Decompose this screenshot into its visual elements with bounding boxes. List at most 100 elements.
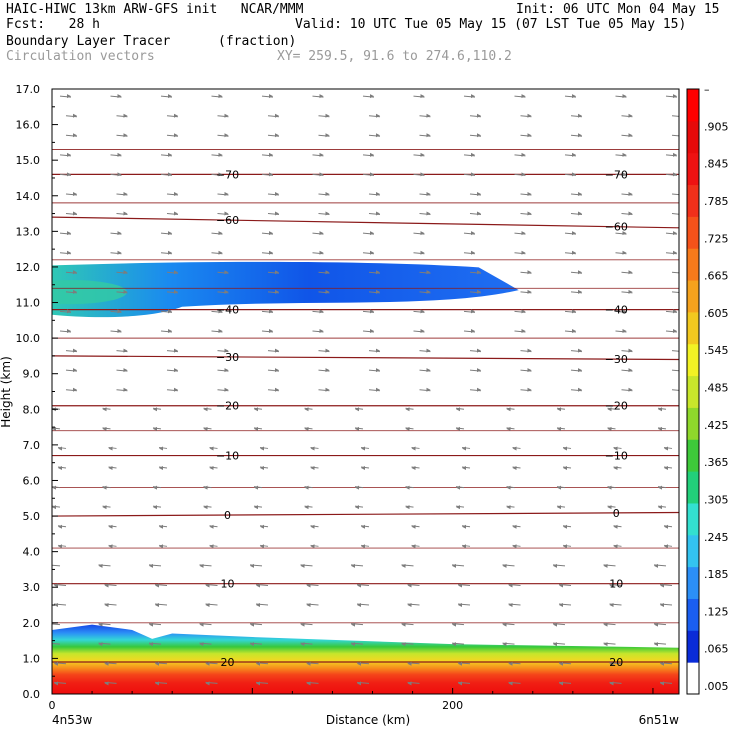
circulation-vector-head (319, 94, 324, 99)
circulation-vector-head (269, 152, 273, 157)
circulation-vector-head (351, 563, 355, 568)
circulation-vector-head (578, 387, 582, 392)
circulation-vector-head (613, 466, 618, 471)
circulation-vector-head (506, 485, 511, 490)
circulation-vector-head (679, 368, 683, 372)
circulation-vector-head (310, 446, 315, 451)
circulation-vector-head (168, 172, 172, 177)
circulation-vector-head (155, 583, 159, 588)
circulation-vector-head (254, 426, 258, 431)
circulation-vector-head (405, 407, 410, 412)
colorbar-label: .365 (704, 456, 729, 469)
circulation-vector-head (477, 133, 481, 138)
circulation-vector-head (462, 466, 466, 471)
colorbar-swatch (687, 471, 699, 504)
circulation-vector-head (572, 94, 576, 99)
circulation-vector-head (304, 407, 309, 412)
circulation-vector-head (325, 289, 330, 294)
circulation-vector-head (52, 505, 56, 510)
circulation-vector-head (458, 681, 462, 686)
circulation-vector-head (679, 133, 683, 137)
circulation-vector (723, 214, 734, 215)
circulation-vector (671, 291, 679, 293)
circulation-vector-head (357, 603, 361, 608)
x-tick-label: 200 (442, 699, 463, 712)
circulation-vector (715, 526, 723, 527)
circulation-vector-head (401, 642, 406, 647)
colorbar-swatch (687, 280, 699, 313)
circulation-vector-head (477, 191, 481, 196)
circulation-vector-head (673, 250, 677, 255)
circulation-vector-head (715, 446, 719, 450)
circulation-vector-head (174, 113, 178, 118)
circulation-vector-head (527, 289, 532, 294)
circulation-vector-head (325, 368, 330, 373)
colorbar-swatch (687, 630, 699, 663)
colorbar-label: .125 (704, 605, 729, 618)
colorbar-label: .425 (704, 419, 729, 432)
circulation-vector-head (168, 231, 172, 236)
colorbar-label: .485 (704, 382, 729, 395)
circulation-vector-head (609, 603, 614, 608)
circulation-vector-head (355, 407, 359, 412)
circulation-vector-head (260, 466, 264, 471)
circulation-vector-head (48, 642, 52, 646)
circulation-vector-head (319, 250, 324, 255)
circulation-vector-head (275, 368, 279, 373)
circulation-vector-head (426, 191, 431, 196)
circulation-vector-head (715, 525, 719, 529)
circulation-vector-head (123, 289, 128, 294)
circulation-vector-head (275, 113, 279, 118)
circulation-vector-head (660, 583, 664, 588)
x-tick-label: 0 (49, 699, 56, 712)
circulation-vector-head (559, 681, 563, 686)
circulation-vector-head (310, 466, 315, 471)
circulation-vector-head (355, 505, 359, 510)
circulation-vector-head (123, 387, 128, 392)
circulation-vector-head (67, 329, 71, 333)
circulation-vector-head (199, 563, 204, 568)
circulation-vector-head (452, 642, 456, 647)
circulation-vector-head (660, 603, 664, 608)
circulation-vector-head (572, 152, 576, 157)
circulation-vector-head (209, 466, 214, 471)
circulation-vector-head (52, 426, 56, 431)
circulation-vector-head (559, 603, 563, 608)
circulation-vector-head (622, 172, 627, 177)
circulation-vector-head (123, 368, 128, 373)
circulation-vector-head (325, 270, 330, 275)
circulation-vector-head (174, 289, 178, 294)
circulation-vector-head (256, 583, 260, 588)
circulation-vector-head (123, 113, 128, 118)
circulation-vector-head (174, 270, 178, 275)
circulation-vector-head (218, 250, 223, 255)
circulation-vector-head (628, 348, 633, 353)
circulation-vector-head (458, 661, 462, 666)
circulation-vector-head (724, 153, 728, 157)
contour-label: 0 (224, 509, 231, 522)
circulation-vector-head (260, 446, 264, 451)
circulation-vector-head (557, 426, 561, 431)
circulation-vector-head (159, 446, 163, 451)
circulation-vector-head (527, 133, 532, 138)
y-tick-label: 9.0 (23, 368, 41, 381)
circulation-vector-head (153, 485, 157, 490)
colorbar-frame (686, 88, 700, 695)
circulation-vector-head (607, 407, 612, 412)
circulation-vector-head (730, 368, 734, 372)
circulation-vector-head (304, 426, 309, 431)
circulation-vector (717, 155, 728, 156)
circulation-vector-head (361, 466, 365, 471)
circulation-vector (723, 135, 734, 136)
circulation-vector-head (553, 622, 557, 627)
circulation-vector-head (269, 94, 273, 99)
circulation-vector-head (218, 309, 223, 314)
circulation-vector (711, 663, 723, 664)
contour-label: −20 (605, 400, 628, 413)
circulation-vector-head (155, 661, 159, 666)
circulation-vector-head (48, 623, 52, 627)
circulation-vector-head (426, 348, 431, 353)
circulation-vector-head (209, 524, 214, 529)
circulation-vector-head (108, 446, 113, 451)
